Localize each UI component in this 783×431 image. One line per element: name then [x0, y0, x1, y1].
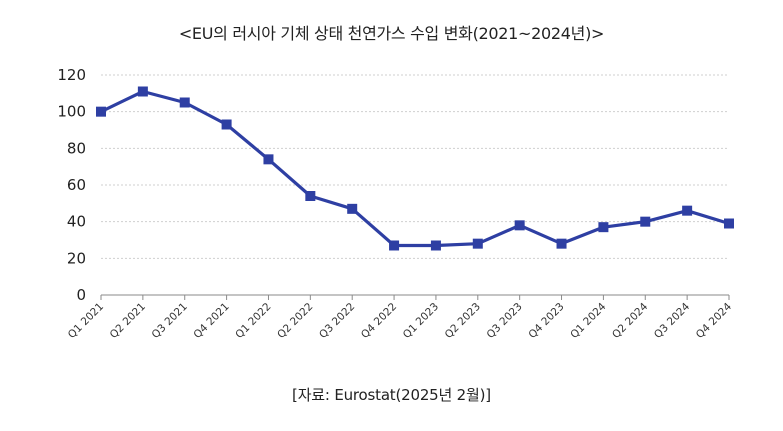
- x-tick-label: Q3 2021: [150, 301, 190, 341]
- x-tick-label: Q2 2023: [443, 301, 483, 341]
- data-point: [221, 119, 232, 130]
- chart-title: <EU의 러시아 기체 상태 천연가스 수입 변화(2021~2024년)>: [178, 24, 605, 43]
- data-point: [514, 220, 525, 231]
- x-tick-label: Q4 2021: [191, 301, 231, 341]
- data-point: [263, 154, 274, 165]
- x-tick-label: Q1 2023: [401, 301, 441, 341]
- data-point: [96, 106, 106, 117]
- data-point: [305, 191, 316, 201]
- y-tick-label: 100: [57, 103, 86, 121]
- data-point: [724, 218, 734, 229]
- x-tick-label: Q1 2021: [66, 301, 106, 341]
- data-point: [598, 222, 609, 233]
- y-tick-label: 40: [67, 213, 86, 231]
- x-tick-label: Q4 2024: [694, 300, 735, 341]
- data-point: [556, 238, 567, 249]
- y-tick-label: 80: [67, 139, 86, 157]
- data-point: [179, 97, 190, 108]
- x-tick-label: Q1 2024: [568, 300, 609, 341]
- x-tick-label: Q4 2023: [526, 301, 566, 341]
- x-tick-label: Q3 2024: [652, 300, 693, 341]
- y-tick-label: 120: [57, 66, 86, 84]
- x-tick-labels: Q1 2021 Q2 2021 Q3 2021 Q4 2021 Q1 2022 Q2 20…: [66, 300, 735, 341]
- y-tick-label: 20: [67, 249, 86, 267]
- data-point: [347, 203, 358, 214]
- grid-lines: [101, 74, 729, 259]
- x-tick-label: Q3 2022: [317, 301, 357, 341]
- data-point: [640, 216, 651, 227]
- axes: [100, 294, 730, 300]
- y-tick-labels: 0 20 40 60 80 100 120: [57, 66, 86, 304]
- x-tick-label: Q3 2023: [484, 301, 524, 341]
- data-point: [682, 205, 693, 216]
- series-points: [96, 86, 734, 251]
- x-tick-label: Q1 2022: [233, 301, 273, 341]
- y-tick-label: 60: [67, 176, 86, 194]
- y-tick-label: 0: [76, 286, 86, 304]
- data-point: [430, 240, 441, 251]
- source-note: [자료: Eurostat(2025년 2월)]: [292, 386, 491, 404]
- x-tick-label: Q2 2024: [610, 300, 651, 341]
- data-point: [389, 240, 400, 251]
- series-line: [100, 89, 730, 248]
- x-tick-label: Q2 2022: [275, 301, 315, 341]
- x-tick-label: Q4 2022: [359, 301, 399, 341]
- x-tick-label: Q2 2021: [108, 301, 148, 341]
- data-point: [137, 86, 148, 97]
- series-line-0: [100, 89, 730, 248]
- data-point: [472, 238, 483, 249]
